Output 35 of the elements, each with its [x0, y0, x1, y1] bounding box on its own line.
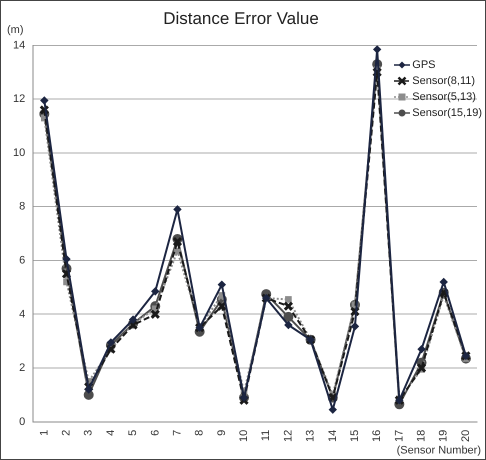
y-tick-label: 10 — [12, 146, 26, 159]
y-tick-label: 0 — [19, 416, 26, 428]
x-tick-label: 20 — [460, 430, 472, 442]
legend-label: Sensor(15,19) — [412, 106, 482, 121]
x-tick-label: 16 — [371, 430, 384, 442]
x-tick-label: 6 — [149, 430, 162, 436]
legend-label: GPS — [412, 58, 436, 73]
x-tick-label: 11 — [260, 430, 272, 442]
x-tick-label: 18 — [416, 430, 428, 442]
x-tick-label: 1 — [38, 430, 50, 436]
legend-label: Sensor(5,13) — [412, 90, 476, 105]
x-tick-label: 3 — [82, 430, 95, 436]
y-tick-label: 12 — [12, 93, 26, 106]
x-tick-label: 5 — [127, 430, 140, 436]
legend-label: Sensor(8,11) — [412, 74, 476, 89]
y-tick-label: 8 — [19, 200, 26, 213]
x-tick-label: 14 — [326, 430, 339, 442]
x-axis-title: (Sensor Number) — [396, 444, 481, 457]
x-tick-label: 4 — [104, 430, 117, 436]
y-tick-label: 4 — [19, 308, 26, 320]
x-tick-label: 10 — [238, 430, 250, 442]
x-tick-label: 9 — [216, 430, 228, 436]
x-tick-label: 17 — [393, 430, 406, 442]
x-tick-label: 13 — [304, 430, 317, 442]
y-tick-label: 6 — [19, 254, 26, 266]
y-axis-title: (m) — [7, 24, 24, 36]
x-tick-label: 15 — [348, 430, 361, 442]
y-tick-label: 2 — [19, 362, 26, 374]
x-tick-label: 12 — [282, 430, 294, 442]
chart-title: Distance Error Value — [163, 8, 319, 28]
x-tick-label: 19 — [438, 430, 450, 442]
x-tick-label: 8 — [194, 430, 206, 436]
x-tick-label: 7 — [171, 430, 184, 436]
y-tick-label: 14 — [12, 39, 26, 52]
x-tick-label: 2 — [60, 430, 73, 436]
